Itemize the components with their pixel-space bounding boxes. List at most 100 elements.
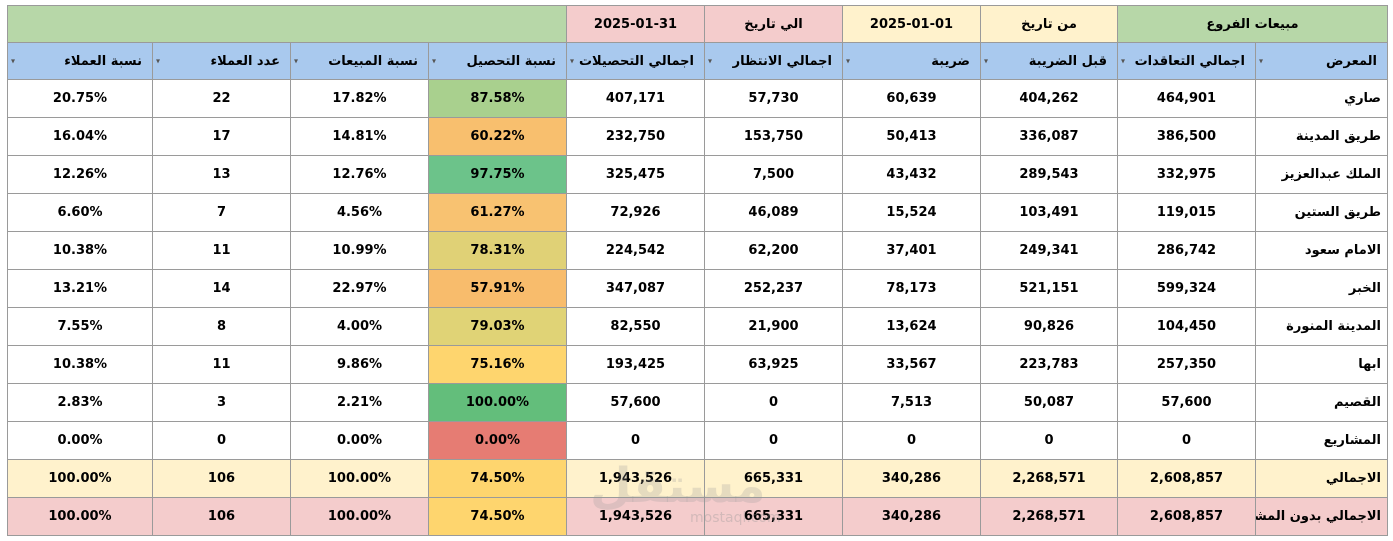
cell-sales_pct[interactable]: 22.97% <box>290 269 429 308</box>
filter-dropdown-icon[interactable]: ▾ <box>11 56 16 66</box>
cell-name[interactable]: ابها <box>1255 345 1388 384</box>
cell-pretax[interactable]: 404,262 <box>980 79 1118 118</box>
filter-dropdown-icon[interactable]: ▾ <box>1121 56 1126 66</box>
cell-clients_pct[interactable]: 6.60% <box>7 193 153 232</box>
cell-coll_pct[interactable]: 87.58% <box>428 79 567 118</box>
column-header-6[interactable]: نسبة التحصيل ▾ <box>428 42 567 80</box>
column-header-2[interactable]: قبل الضريبة ▾ <box>980 42 1118 80</box>
column-header-9[interactable]: نسبة العملاء ▾ <box>7 42 153 80</box>
cell-contracts[interactable]: 286,742 <box>1117 231 1256 270</box>
cell-contracts[interactable]: 2,608,857 <box>1117 497 1256 536</box>
cell-clients_pct[interactable]: 0.00% <box>7 421 153 460</box>
cell-tax[interactable]: 60,639 <box>842 79 981 118</box>
cell-tax[interactable]: 15,524 <box>842 193 981 232</box>
cell-tax[interactable]: 340,286 <box>842 459 981 498</box>
cell-pretax[interactable]: 249,341 <box>980 231 1118 270</box>
cell-clients[interactable]: 11 <box>152 231 291 270</box>
cell-clients[interactable]: 0 <box>152 421 291 460</box>
cell-coll_pct[interactable]: 97.75% <box>428 155 567 194</box>
cell-contracts[interactable]: 2,608,857 <box>1117 459 1256 498</box>
cell-coll_pct[interactable]: 100.00% <box>428 383 567 422</box>
filter-dropdown-icon[interactable]: ▾ <box>294 56 299 66</box>
cell-waiting[interactable]: 665,331 <box>704 497 843 536</box>
column-header-3[interactable]: ضريبة ▾ <box>842 42 981 80</box>
cell-pretax[interactable]: 521,151 <box>980 269 1118 308</box>
filter-dropdown-icon[interactable]: ▾ <box>156 56 161 66</box>
cell-waiting[interactable]: 0 <box>704 383 843 422</box>
cell-pretax[interactable]: 289,543 <box>980 155 1118 194</box>
cell-name[interactable]: الخبر <box>1255 269 1388 308</box>
cell-contracts[interactable]: 257,350 <box>1117 345 1256 384</box>
cell-coll_pct[interactable]: 75.16% <box>428 345 567 384</box>
cell-name[interactable]: طريق المدينة <box>1255 117 1388 156</box>
column-header-8[interactable]: عدد العملاء ▾ <box>152 42 291 80</box>
cell-clients_pct[interactable]: 2.83% <box>7 383 153 422</box>
report-title[interactable]: مبيعات الفروع <box>1117 5 1388 43</box>
cell-clients[interactable]: 22 <box>152 79 291 118</box>
cell-waiting[interactable]: 21,900 <box>704 307 843 346</box>
cell-contracts[interactable]: 0 <box>1117 421 1256 460</box>
cell-pretax[interactable]: 0 <box>980 421 1118 460</box>
cell-sales_pct[interactable]: 9.86% <box>290 345 429 384</box>
cell-coll_pct[interactable]: 79.03% <box>428 307 567 346</box>
cell-coll_pct[interactable]: 78.31% <box>428 231 567 270</box>
cell-collections[interactable]: 1,943,526 <box>566 459 705 498</box>
cell-name[interactable]: طريق الستين <box>1255 193 1388 232</box>
cell-clients[interactable]: 7 <box>152 193 291 232</box>
cell-clients_pct[interactable]: 16.04% <box>7 117 153 156</box>
cell-collections[interactable]: 347,087 <box>566 269 705 308</box>
cell-collections[interactable]: 72,926 <box>566 193 705 232</box>
cell-waiting[interactable]: 252,237 <box>704 269 843 308</box>
to-date-label[interactable]: الي تاريخ <box>704 5 843 43</box>
cell-clients_pct[interactable]: 100.00% <box>7 459 153 498</box>
cell-contracts[interactable]: 386,500 <box>1117 117 1256 156</box>
column-header-4[interactable]: اجمالي الانتظار ▾ <box>704 42 843 80</box>
cell-tax[interactable]: 43,432 <box>842 155 981 194</box>
column-header-0[interactable]: المعرض ▾ <box>1255 42 1388 80</box>
from-date-label[interactable]: من تاريخ <box>980 5 1118 43</box>
cell-contracts[interactable]: 464,901 <box>1117 79 1256 118</box>
column-header-1[interactable]: اجمالي التعاقدات ▾ <box>1117 42 1256 80</box>
cell-contracts[interactable]: 104,450 <box>1117 307 1256 346</box>
cell-sales_pct[interactable]: 10.99% <box>290 231 429 270</box>
cell-waiting[interactable]: 0 <box>704 421 843 460</box>
cell-clients[interactable]: 13 <box>152 155 291 194</box>
column-header-5[interactable]: اجمالي التحصيلات ▾ <box>566 42 705 80</box>
cell-sales_pct[interactable]: 0.00% <box>290 421 429 460</box>
filter-dropdown-icon[interactable]: ▾ <box>570 56 575 66</box>
cell-coll_pct[interactable]: 60.22% <box>428 117 567 156</box>
cell-clients[interactable]: 11 <box>152 345 291 384</box>
cell-contracts[interactable]: 119,015 <box>1117 193 1256 232</box>
cell-name[interactable]: المشاريع <box>1255 421 1388 460</box>
cell-tax[interactable]: 13,624 <box>842 307 981 346</box>
cell-waiting[interactable]: 62,200 <box>704 231 843 270</box>
cell-waiting[interactable]: 63,925 <box>704 345 843 384</box>
cell-clients[interactable]: 14 <box>152 269 291 308</box>
cell-tax[interactable]: 33,567 <box>842 345 981 384</box>
cell-name[interactable]: المدينة المنورة <box>1255 307 1388 346</box>
cell-collections[interactable]: 325,475 <box>566 155 705 194</box>
filter-dropdown-icon[interactable]: ▾ <box>1259 56 1264 66</box>
filter-dropdown-icon[interactable]: ▾ <box>708 56 713 66</box>
cell-collections[interactable]: 224,542 <box>566 231 705 270</box>
cell-clients_pct[interactable]: 10.38% <box>7 231 153 270</box>
cell-clients[interactable]: 106 <box>152 459 291 498</box>
cell-clients[interactable]: 106 <box>152 497 291 536</box>
cell-tax[interactable]: 37,401 <box>842 231 981 270</box>
cell-tax[interactable]: 78,173 <box>842 269 981 308</box>
cell-clients_pct[interactable]: 7.55% <box>7 307 153 346</box>
cell-coll_pct[interactable]: 61.27% <box>428 193 567 232</box>
cell-name[interactable]: صاري <box>1255 79 1388 118</box>
cell-sales_pct[interactable]: 14.81% <box>290 117 429 156</box>
cell-clients_pct[interactable]: 20.75% <box>7 79 153 118</box>
cell-collections[interactable]: 82,550 <box>566 307 705 346</box>
cell-sales_pct[interactable]: 2.21% <box>290 383 429 422</box>
filter-dropdown-icon[interactable]: ▾ <box>984 56 989 66</box>
cell-pretax[interactable]: 223,783 <box>980 345 1118 384</box>
cell-waiting[interactable]: 7,500 <box>704 155 843 194</box>
cell-collections[interactable]: 0 <box>566 421 705 460</box>
cell-contracts[interactable]: 599,324 <box>1117 269 1256 308</box>
cell-sales_pct[interactable]: 4.56% <box>290 193 429 232</box>
cell-coll_pct[interactable]: 74.50% <box>428 459 567 498</box>
cell-tax[interactable]: 0 <box>842 421 981 460</box>
